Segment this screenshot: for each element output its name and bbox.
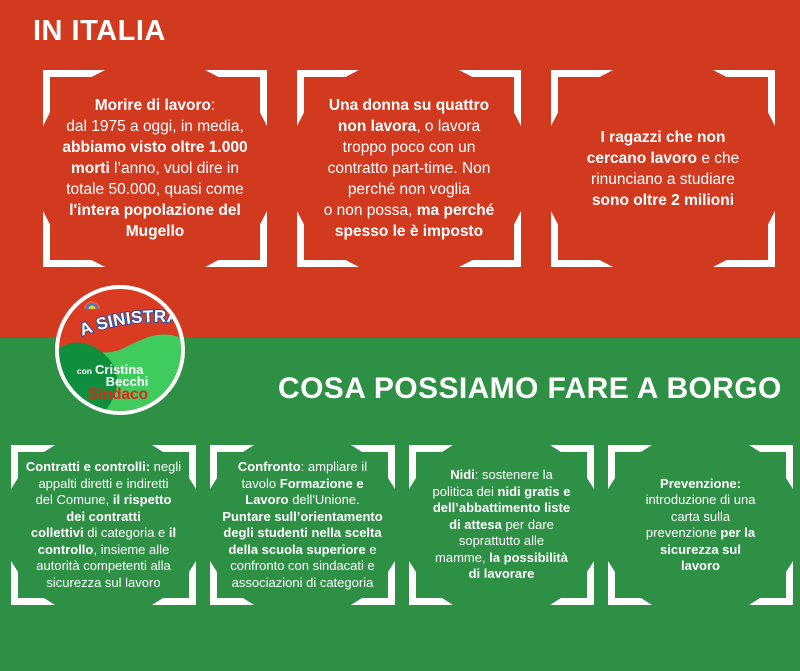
corner-bracket-icon: [550, 561, 594, 605]
green-section-title: COSA POSSIAMO FARE A BORGO: [278, 372, 782, 405]
stat-box-text: Morire di lavoro: dal 1975 a oggi, in med…: [62, 97, 248, 240]
corner-bracket-icon: [351, 445, 395, 489]
logo-candidate-last-name: Becchi: [106, 374, 149, 389]
corner-bracket-icon: [11, 561, 55, 605]
corner-bracket-icon: [550, 445, 594, 489]
corner-bracket-icon: [608, 561, 652, 605]
corner-bracket-icon: [210, 561, 254, 605]
green-section: COSA POSSIAMO FARE A BORGO Contratti e c…: [0, 338, 800, 671]
stat-box-text: I ragazzi che non cercano lavoro e che rin…: [586, 128, 740, 209]
corner-bracket-icon: [205, 70, 267, 126]
stat-box-text: Una donna su quattro non lavora, o lavora…: [323, 97, 495, 240]
corner-bracket-icon: [205, 211, 267, 267]
proposal-box-text: Contratti e controlli: negli appalti dire…: [25, 459, 182, 590]
corner-bracket-icon: [749, 561, 793, 605]
proposal-box-nidi: Nidi: sostenere la politica dei nidi grat…: [409, 445, 594, 605]
corner-bracket-icon: [11, 445, 55, 489]
logo-candidate-first-name: Cristina: [95, 362, 144, 377]
corner-bracket-icon: [608, 445, 652, 489]
proposal-box-prevenzione: Prevenzione: introduzione di una carta sul…: [608, 445, 793, 605]
corner-bracket-icon: [459, 211, 521, 267]
corner-bracket-icon: [409, 561, 453, 605]
stat-box-donne-lavoro: Una donna su quattro non lavora, o lavora…: [297, 70, 521, 267]
corner-bracket-icon: [43, 70, 105, 126]
proposal-box-contratti: Contratti e controlli: negli appalti dire…: [11, 445, 196, 605]
corner-bracket-icon: [749, 445, 793, 489]
party-logo-badge: A SINISTRA con Cristina Becchi Sindaco: [54, 282, 186, 418]
stat-box-ragazzi-neet: I ragazzi che non cercano lavoro e che rin…: [551, 70, 775, 267]
red-section: IN ITALIA Morire di lavoro: dal 1975 a og…: [0, 0, 800, 338]
corner-bracket-icon: [210, 445, 254, 489]
logo-con-label: con: [77, 366, 92, 376]
corner-bracket-icon: [713, 211, 775, 267]
proposal-box-text: Nidi: sostenere la politica dei nidi grat…: [432, 467, 571, 582]
corner-bracket-icon: [152, 445, 196, 489]
stat-box-morire-di-lavoro: Morire di lavoro: dal 1975 a oggi, in med…: [43, 70, 267, 267]
rainbow-peace-flag-icon: [84, 301, 100, 309]
corner-bracket-icon: [713, 70, 775, 126]
corner-bracket-icon: [409, 445, 453, 489]
proposal-box-text: Confronto: ampliare il tavolo Formazione …: [222, 459, 383, 590]
proposal-box-confronto: Confronto: ampliare il tavolo Formazione …: [210, 445, 395, 605]
red-stat-boxes-row: Morire di lavoro: dal 1975 a oggi, in med…: [0, 70, 800, 267]
corner-bracket-icon: [459, 70, 521, 126]
corner-bracket-icon: [152, 561, 196, 605]
corner-bracket-icon: [297, 211, 359, 267]
corner-bracket-icon: [351, 561, 395, 605]
corner-bracket-icon: [551, 211, 613, 267]
corner-bracket-icon: [43, 211, 105, 267]
corner-bracket-icon: [551, 70, 613, 126]
green-proposal-boxes-row: Contratti e controlli: negli appalti dire…: [0, 445, 800, 605]
logo-role-label: Sindaco: [88, 386, 148, 403]
red-section-title: IN ITALIA: [33, 15, 166, 47]
proposal-box-text: Prevenzione: introduzione di una carta sul…: [645, 475, 756, 574]
corner-bracket-icon: [297, 70, 359, 126]
